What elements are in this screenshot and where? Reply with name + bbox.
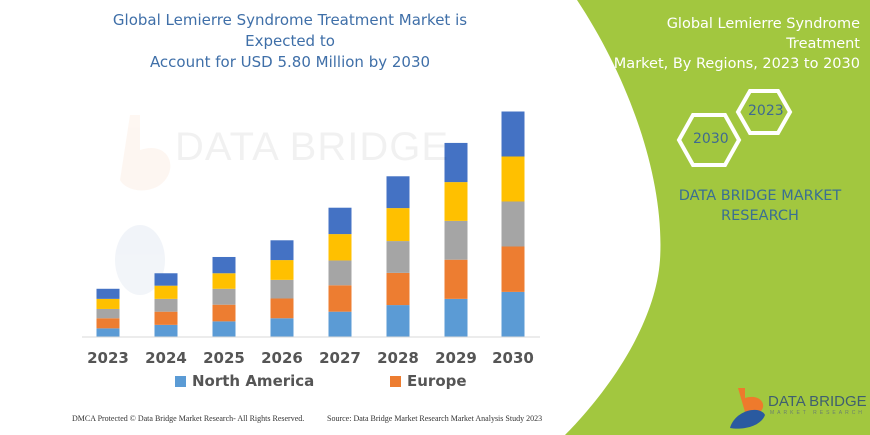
green-panel bbox=[565, 0, 870, 435]
bar-segment-2024-series-1 bbox=[154, 311, 178, 325]
bar-segment-2026-series-2 bbox=[270, 279, 294, 299]
bar-segment-2028-series-0 bbox=[386, 305, 410, 337]
panel-brand-line-1: DATA BRIDGE MARKET bbox=[678, 188, 842, 204]
bar-segment-2027-series-4 bbox=[328, 207, 352, 235]
brand-logo-icon bbox=[730, 388, 765, 429]
bar-segment-2023-series-2 bbox=[96, 308, 120, 319]
legend-swatch bbox=[390, 375, 401, 387]
bar-segment-2024-series-0 bbox=[154, 324, 178, 337]
hex-label-2030: 2030 bbox=[693, 131, 729, 147]
bar-segment-2024-series-2 bbox=[154, 298, 178, 312]
hexagon-2023-icon bbox=[735, 89, 793, 135]
x-tick-label-2024: 2024 bbox=[145, 349, 187, 367]
bars-group bbox=[96, 111, 525, 337]
x-tick-label-2029: 2029 bbox=[435, 349, 477, 367]
x-tick-label-2027: 2027 bbox=[319, 349, 361, 367]
x-tick-label-2025: 2025 bbox=[203, 349, 245, 367]
bar-segment-2025-series-1 bbox=[212, 304, 236, 322]
panel-title-line-1: Global Lemierre Syndrome Treatment bbox=[666, 16, 860, 52]
legend-item-north-america: North America bbox=[175, 372, 314, 390]
logo-text: DATA BRIDGE bbox=[768, 393, 867, 410]
panel-title: Global Lemierre Syndrome Treatment Marke… bbox=[590, 14, 860, 74]
footer-copyright: DMCA Protected © Data Bridge Market Rese… bbox=[72, 414, 305, 423]
bar-segment-2027-series-2 bbox=[328, 260, 352, 286]
bar-segment-2026-series-1 bbox=[270, 298, 294, 319]
bar-segment-2030-series-4 bbox=[501, 111, 525, 157]
bar-segment-2024-series-4 bbox=[154, 273, 178, 286]
bar-segment-2023-series-1 bbox=[96, 318, 120, 329]
bar-segment-2029-series-0 bbox=[444, 298, 468, 337]
bar-segment-2029-series-2 bbox=[444, 220, 468, 260]
bar-segment-2029-series-1 bbox=[444, 259, 468, 299]
x-tick-label-2030: 2030 bbox=[492, 349, 534, 367]
bar-segment-2028-series-4 bbox=[386, 176, 410, 209]
logo-subtext: MARKET RESEARCH bbox=[770, 410, 865, 416]
legend-label: Europe bbox=[407, 372, 467, 390]
bar-segment-2026-series-3 bbox=[270, 260, 294, 280]
panel-title-line-2: Market, By Regions, 2023 to 2030 bbox=[613, 56, 860, 72]
x-tick-label-2023: 2023 bbox=[87, 349, 129, 367]
bar-segment-2030-series-2 bbox=[501, 201, 525, 247]
panel-brand-line-2: RESEARCH bbox=[721, 208, 799, 224]
bar-segment-2027-series-1 bbox=[328, 285, 352, 312]
bar-segment-2028-series-2 bbox=[386, 241, 410, 273]
panel-brand: DATA BRIDGE MARKET RESEARCH bbox=[660, 186, 860, 226]
bar-segment-2024-series-3 bbox=[154, 285, 178, 299]
bar-segment-2025-series-2 bbox=[212, 288, 236, 305]
bar-segment-2023-series-4 bbox=[96, 288, 120, 299]
watermark-logo-icon bbox=[115, 115, 171, 295]
bar-segment-2027-series-0 bbox=[328, 311, 352, 337]
bar-segment-2025-series-3 bbox=[212, 273, 236, 289]
bar-segment-2026-series-0 bbox=[270, 318, 294, 337]
footer-source: Source: Data Bridge Market Research Mark… bbox=[327, 414, 543, 423]
bar-segment-2027-series-3 bbox=[328, 234, 352, 261]
legend-swatch bbox=[175, 375, 186, 387]
bar-segment-2030-series-1 bbox=[501, 246, 525, 292]
bar-segment-2025-series-0 bbox=[212, 321, 236, 337]
chart-title-line-2: Account for USD 5.80 Million by 2030 bbox=[149, 53, 431, 71]
bar-segment-2029-series-4 bbox=[444, 142, 468, 183]
bar-segment-2030-series-3 bbox=[501, 156, 525, 202]
bar-segment-2023-series-0 bbox=[96, 328, 120, 337]
bar-segment-2023-series-3 bbox=[96, 298, 120, 309]
x-tick-label-2026: 2026 bbox=[261, 349, 303, 367]
chart-title: Global Lemierre Syndrome Treatment Marke… bbox=[100, 10, 480, 73]
bar-segment-2028-series-3 bbox=[386, 208, 410, 242]
bar-segment-2025-series-4 bbox=[212, 256, 236, 274]
hexagon-2030-icon bbox=[676, 113, 742, 167]
chart-title-line-1: Global Lemierre Syndrome Treatment Marke… bbox=[112, 11, 468, 50]
bar-segment-2028-series-1 bbox=[386, 272, 410, 306]
legend-item-europe: Europe bbox=[390, 372, 467, 390]
legend-label: North America bbox=[192, 372, 315, 390]
bar-segment-2029-series-3 bbox=[444, 182, 468, 221]
x-tick-label-2028: 2028 bbox=[377, 349, 419, 367]
bar-segment-2030-series-0 bbox=[501, 291, 525, 337]
hex-label-2023: 2023 bbox=[748, 103, 784, 119]
watermark-text: DATA BRIDGE bbox=[175, 125, 450, 169]
bar-segment-2026-series-4 bbox=[270, 240, 294, 261]
